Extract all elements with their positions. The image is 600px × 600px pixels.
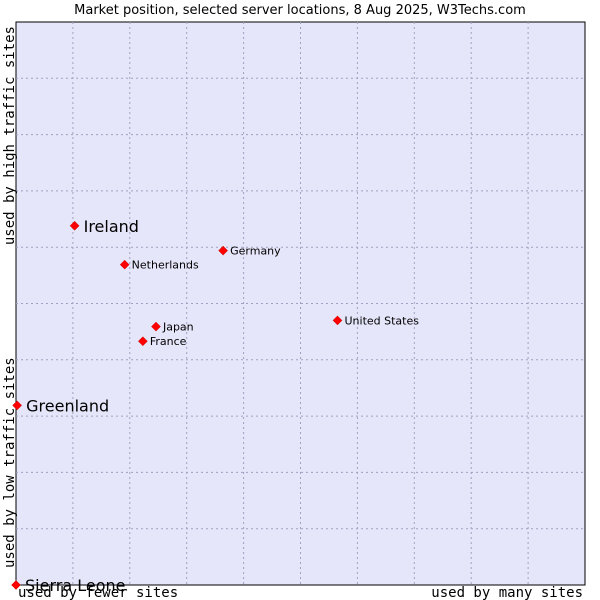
- point-label: Japan: [162, 321, 194, 334]
- point-label: United States: [344, 314, 419, 327]
- point-label: Germany: [230, 245, 281, 258]
- point-ireland: Ireland: [69, 217, 139, 236]
- point-germany: Germany: [218, 245, 281, 258]
- point-label: Ireland: [84, 217, 139, 236]
- point-marker: [138, 336, 148, 347]
- point-marker: [119, 259, 130, 270]
- point-marker: [151, 321, 161, 332]
- point-netherlands: Netherlands: [119, 259, 199, 272]
- point-marker: [11, 580, 21, 590]
- point-marker: [218, 245, 228, 256]
- point-label: Greenland: [26, 396, 109, 415]
- point-label: France: [150, 335, 187, 348]
- point-label: Sierra Leone: [25, 576, 125, 595]
- point-france: France: [138, 335, 187, 348]
- point-japan: Japan: [151, 321, 194, 334]
- grid-lines: [16, 22, 585, 585]
- x-axis-label-fewer: used by fewer sites: [18, 585, 178, 600]
- point-marker: [332, 315, 343, 326]
- data-points: Ireland Germany Netherlands United States Ja…: [11, 217, 419, 595]
- x-axis-label-many: used by many sites: [431, 585, 583, 600]
- point-label: Netherlands: [132, 259, 199, 272]
- point-marker: [69, 220, 80, 231]
- point-sierra-leone: Sierra Leone: [11, 576, 125, 595]
- point-marker: [12, 400, 22, 411]
- point-united-states: United States: [332, 314, 419, 327]
- point-greenland: Greenland: [12, 396, 109, 415]
- chart-title: Market position, selected server locatio…: [74, 3, 526, 18]
- y-axis-label-low: used by low traffic sites: [2, 357, 18, 568]
- y-axis-label-high: used by high traffic sites: [2, 26, 18, 245]
